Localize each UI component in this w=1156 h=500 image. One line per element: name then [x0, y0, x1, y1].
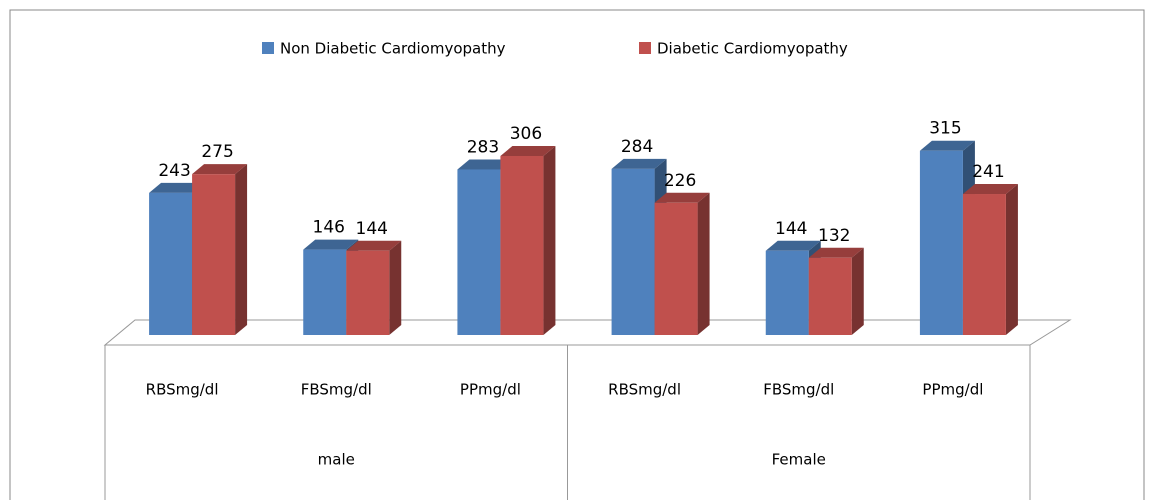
x-tick-label: PPmg/dl [460, 381, 521, 399]
x-tick-label: FBSmg/dl [763, 381, 834, 399]
group-label: male [318, 451, 355, 469]
value-label: 275 [201, 142, 233, 162]
bar-top [919, 140, 975, 151]
value-label: 144 [356, 219, 388, 239]
bar-side [697, 192, 710, 335]
bar-top [149, 182, 205, 193]
bar-top [962, 184, 1018, 195]
bar-top [303, 239, 359, 250]
bar [765, 250, 809, 335]
bar-side [1005, 184, 1018, 335]
x-tick-label: RBSmg/dl [608, 381, 681, 399]
value-label: 132 [818, 226, 850, 246]
value-label: 241 [972, 162, 1004, 182]
bar [346, 250, 390, 335]
bar-top [500, 145, 556, 156]
bar [500, 155, 544, 335]
bar-top [808, 247, 864, 258]
bar [962, 194, 1006, 335]
legend-label: Non Diabetic Cardiomyopathy [280, 40, 506, 58]
bar-top [765, 240, 821, 251]
bar-top [346, 240, 402, 251]
bar-top [611, 158, 667, 169]
bar [611, 168, 655, 335]
value-label: 284 [621, 137, 653, 157]
value-label: 146 [313, 218, 345, 238]
bar-side [389, 240, 402, 335]
bar [149, 192, 193, 335]
bar-top [192, 164, 248, 175]
bar-side [851, 247, 864, 335]
bar [808, 257, 852, 335]
group-label: Female [772, 451, 826, 469]
bar-side [235, 164, 248, 335]
value-label: 315 [929, 119, 961, 139]
x-tick-label: RBSmg/dl [146, 381, 219, 399]
value-label: 283 [467, 137, 499, 157]
value-label: 243 [158, 161, 190, 181]
value-label: 226 [664, 171, 696, 191]
bar [457, 169, 501, 335]
bar-top [457, 159, 513, 170]
bar [919, 150, 963, 335]
legend-swatch [262, 42, 274, 54]
value-label: 306 [510, 124, 542, 144]
bar [654, 202, 698, 335]
x-tick-label: PPmg/dl [922, 381, 983, 399]
value-label: 144 [775, 219, 807, 239]
bar-side [543, 145, 556, 335]
legend-label: Diabetic Cardiomyopathy [657, 40, 848, 58]
bar-top [654, 192, 710, 203]
x-tick-label: FBSmg/dl [301, 381, 372, 399]
bar [303, 249, 347, 335]
bar [192, 174, 236, 335]
legend-swatch [639, 42, 651, 54]
